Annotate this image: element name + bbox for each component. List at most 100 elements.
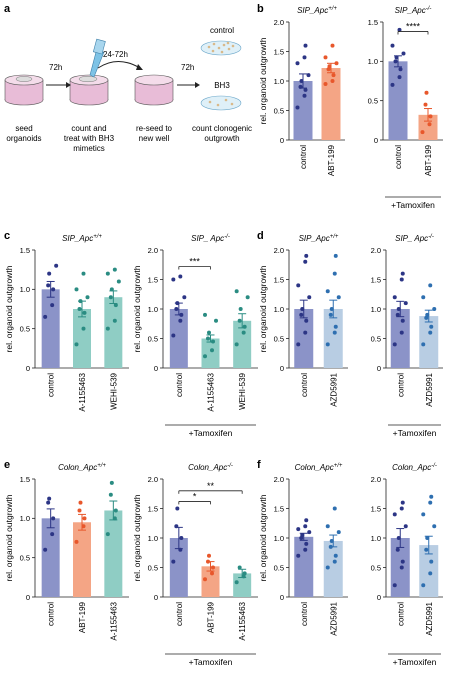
panel-label-e: e: [4, 459, 10, 471]
chart-title-superscript: -/-: [431, 463, 437, 469]
data-point: [203, 312, 207, 317]
step-label: seed organoids: [6, 124, 41, 143]
data-point: [399, 277, 404, 282]
y-tick-label: 1.0: [368, 57, 378, 66]
chart-title-superscript: +/+: [334, 463, 343, 469]
tamoxifen-label: +Tamoxifen: [189, 657, 233, 667]
chart-title-text: SIP_Apc: [395, 6, 426, 15]
bar: [201, 338, 220, 368]
data-point: [108, 492, 113, 497]
data-point: [332, 330, 337, 335]
data-point: [298, 84, 303, 89]
x-tick-label: A-1155463: [109, 601, 118, 640]
y-tick-label: 0: [154, 593, 158, 602]
chart-title-text: Colon_Apc: [295, 463, 334, 472]
data-point: [303, 547, 308, 552]
bar: [321, 68, 341, 140]
data-point: [328, 544, 333, 549]
y-tick-label: 0.5: [371, 563, 381, 572]
bar: [41, 289, 60, 368]
chart-title-superscript: -/-: [426, 6, 432, 12]
data-point: [234, 289, 239, 294]
chart-title-superscript: +/+: [330, 234, 339, 240]
significance-label: *: [193, 491, 197, 501]
data-point: [332, 559, 337, 564]
data-point: [74, 342, 79, 347]
data-point: [47, 496, 52, 501]
bar: [233, 320, 252, 368]
data-point: [329, 538, 334, 543]
data-point: [429, 494, 434, 499]
data-point: [206, 336, 210, 341]
chart-title-text: SIP_ Apc: [191, 234, 224, 243]
step-label-line: mimetics: [73, 144, 105, 153]
data-point: [304, 518, 309, 523]
data-point: [325, 342, 330, 347]
x-tick-label: ABT-199: [424, 144, 433, 176]
data-point: [238, 307, 243, 311]
data-point: [85, 295, 90, 300]
data-point: [46, 283, 51, 288]
data-point: [307, 295, 312, 300]
data-point: [396, 307, 401, 311]
data-point: [392, 342, 397, 347]
x-tick-label: AZD5991: [425, 372, 434, 406]
x-tick-label: A-1155463: [78, 372, 87, 411]
bar: [41, 518, 60, 597]
chart-title: Colon_Apc-/-: [392, 463, 437, 472]
data-point: [179, 312, 184, 317]
chart-c2: SIP_ Apc-/- 0 0.5 1.0 1.5 2.0 rel. organoid ou…: [132, 234, 258, 438]
step-label: re-seed to new well: [136, 124, 173, 143]
y-tick-label: 0.5: [148, 334, 158, 343]
data-point: [242, 571, 247, 576]
data-point: [304, 541, 309, 546]
data-point: [74, 539, 79, 544]
step-label-line: new well: [139, 134, 170, 143]
data-point: [81, 524, 86, 529]
data-point: [46, 500, 51, 505]
data-point: [333, 553, 338, 558]
data-point: [113, 303, 118, 308]
data-point: [206, 559, 210, 564]
data-point: [303, 259, 308, 264]
data-point: [43, 547, 48, 552]
chart-title-superscript: -/-: [224, 234, 230, 240]
data-point: [295, 105, 300, 110]
y-tick-label: 1.5: [274, 504, 284, 513]
x-tick-label: control: [299, 145, 308, 169]
data-point: [307, 530, 312, 535]
data-point: [399, 565, 404, 570]
data-point: [178, 274, 183, 279]
time-label: 72h: [49, 63, 62, 72]
data-point: [330, 79, 335, 83]
data-point: [245, 295, 250, 300]
data-point: [51, 287, 56, 292]
y-tick-label: 1.5: [148, 275, 158, 284]
data-point: [50, 532, 55, 537]
data-point: [424, 547, 429, 552]
data-point: [81, 271, 86, 276]
significance-label: ***: [189, 257, 200, 267]
data-point: [403, 301, 408, 306]
step-label-line: organoids: [6, 134, 41, 143]
data-point: [331, 73, 336, 78]
y-tick-label: 0.5: [371, 334, 381, 343]
data-point: [171, 559, 176, 564]
panel-label-d: d: [257, 230, 264, 242]
bar: [293, 81, 313, 140]
tamoxifen-label: +Tamoxifen: [391, 200, 435, 210]
data-point: [393, 59, 398, 64]
data-point: [333, 324, 338, 329]
y-tick-label: 0: [280, 364, 284, 373]
x-tick-label: control: [300, 602, 309, 626]
data-point: [428, 330, 433, 335]
x-tick-label: control: [175, 602, 184, 626]
data-point: [77, 508, 82, 513]
data-point: [333, 253, 338, 258]
dish-treat: [69, 74, 109, 106]
data-point: [395, 312, 400, 317]
data-point: [112, 516, 117, 521]
chart-f1: Colon_Apc+/+ 0 0.5 1.0 1.5 2.0 rel. organoid o…: [258, 463, 348, 636]
